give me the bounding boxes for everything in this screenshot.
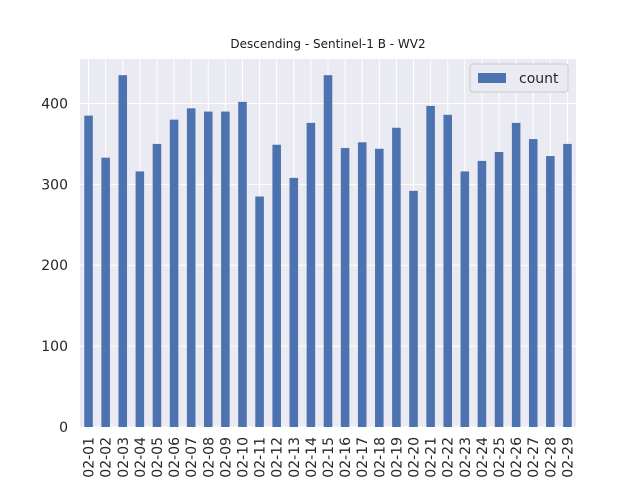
x-tick-label: 02-20 xyxy=(407,437,423,478)
bar xyxy=(546,156,555,428)
x-tick-label: 02-25 xyxy=(492,437,508,478)
x-tick-label: 02-09 xyxy=(218,437,234,478)
x-tick-label: 02-17 xyxy=(355,437,371,478)
bar xyxy=(528,139,538,428)
legend-box xyxy=(469,63,569,93)
x-tick-label: 02-13 xyxy=(287,437,303,478)
bar xyxy=(409,190,418,427)
bar xyxy=(204,111,213,428)
bar xyxy=(563,143,572,427)
y-tick-label: 200 xyxy=(41,258,68,274)
x-tick-label: 02-16 xyxy=(338,437,354,478)
x-tick-labels: 02-01 02-02 02-03 02-04 02-05 02-06 02-07 02-08… xyxy=(82,437,577,478)
bar xyxy=(375,148,384,427)
bar xyxy=(255,196,264,427)
x-tick-label: 02-27 xyxy=(526,437,542,478)
x-tick-label: 02-04 xyxy=(133,437,149,478)
bar xyxy=(357,142,367,428)
x-tick-label: 02-29 xyxy=(560,437,576,478)
x-tick-label: 02-01 xyxy=(82,437,98,478)
bar xyxy=(152,143,162,427)
bar xyxy=(443,114,452,428)
bar xyxy=(340,147,350,427)
bar xyxy=(426,105,435,428)
x-tick-label: 02-12 xyxy=(270,437,286,478)
x-tick-label: 02-14 xyxy=(304,437,320,478)
x-tick-label: 02-06 xyxy=(167,437,183,478)
x-tick-label: 02-10 xyxy=(235,437,251,478)
legend: count xyxy=(469,63,569,93)
x-tick-label: 02-11 xyxy=(253,437,269,478)
x-tick-label: 02-08 xyxy=(201,437,217,478)
x-tick-label: 02-18 xyxy=(372,437,388,478)
bar xyxy=(289,177,299,427)
bar xyxy=(392,127,401,427)
bars xyxy=(84,75,572,428)
bar xyxy=(101,157,110,427)
bar xyxy=(118,75,128,427)
bar xyxy=(169,119,179,428)
bar xyxy=(460,171,470,427)
bar xyxy=(238,101,247,427)
x-tick-label: 02-21 xyxy=(424,437,440,478)
bar xyxy=(477,160,487,427)
y-tick-label: 0 xyxy=(59,420,68,436)
bar xyxy=(186,108,196,427)
x-tick-label: 02-15 xyxy=(321,437,337,478)
legend-swatch xyxy=(478,73,506,83)
bar xyxy=(511,122,521,428)
y-tick-label: 400 xyxy=(41,96,68,112)
bar xyxy=(84,115,93,427)
x-tick-label: 02-26 xyxy=(509,437,525,478)
y-tick-labels: 0 100 200 300 400 xyxy=(41,96,68,436)
y-tick-label: 100 xyxy=(41,339,68,355)
chart-title: Descending - Sentinel-1 B - WV2 xyxy=(230,37,425,51)
x-tick-label: 02-07 xyxy=(184,437,200,478)
x-tick-label: 02-03 xyxy=(116,437,132,478)
bar xyxy=(323,75,333,427)
bar xyxy=(494,152,504,427)
bar xyxy=(135,171,145,427)
x-tick-label: 02-05 xyxy=(150,437,166,478)
legend-label: count xyxy=(519,71,559,87)
bar xyxy=(221,111,230,428)
bar xyxy=(272,144,281,427)
x-tick-label: 02-22 xyxy=(441,437,457,478)
x-tick-label: 02-23 xyxy=(458,437,474,478)
x-tick-label: 02-28 xyxy=(543,437,559,478)
bar xyxy=(306,122,316,428)
x-tick-label: 02-24 xyxy=(475,437,491,478)
y-tick-label: 300 xyxy=(41,177,68,193)
x-tick-label: 02-19 xyxy=(389,437,405,478)
x-tick-label: 02-02 xyxy=(99,437,115,478)
